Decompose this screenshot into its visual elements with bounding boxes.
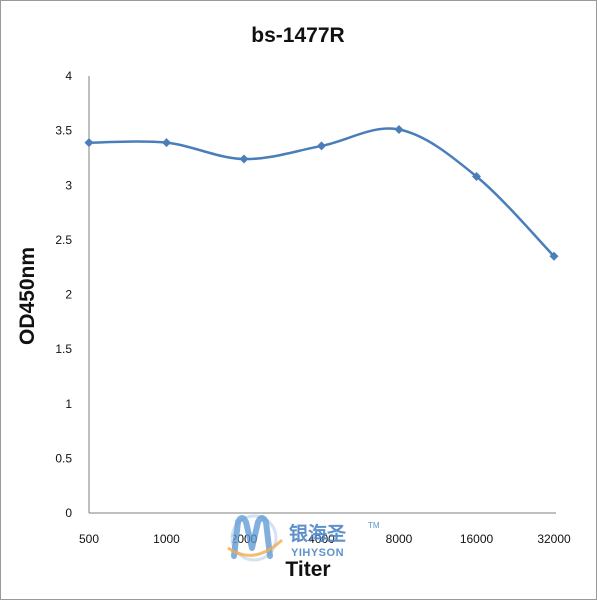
data-point-marker <box>84 138 94 148</box>
watermark-logo: 银海圣 TM YIHYSON <box>227 514 380 562</box>
data-point-marker <box>549 251 559 261</box>
series-markers <box>84 125 559 261</box>
data-point-marker <box>239 154 249 164</box>
y-tick-label: 2.5 <box>55 233 72 247</box>
data-point-marker <box>317 141 326 151</box>
y-tick-label: 1.5 <box>55 342 72 356</box>
y-tick-label: 4 <box>65 69 72 83</box>
x-axis-label: Titer <box>285 558 330 581</box>
data-point-marker <box>394 125 404 135</box>
x-tick-label: 4000 <box>308 532 335 546</box>
x-tick-label: 16000 <box>460 532 494 546</box>
watermark-chinese-text: 银海圣 <box>289 522 347 545</box>
chart-title: bs-1477R <box>251 24 344 47</box>
x-tick-label: 1000 <box>153 532 180 546</box>
data-point-marker <box>162 138 171 148</box>
y-axis-label: OD450nm <box>16 247 39 345</box>
data-point-marker <box>472 172 481 182</box>
x-tick-label: 8000 <box>386 532 413 546</box>
x-tick-label: 32000 <box>537 532 571 546</box>
y-tick-label: 1 <box>65 397 72 411</box>
y-tick-label: 2 <box>65 288 72 302</box>
y-tick-label: 0.5 <box>55 451 72 465</box>
x-axis-ticks: 500 1000 2000 4000 8000 16000 32000 <box>79 532 571 546</box>
yihyson-logo-icon <box>227 514 284 562</box>
y-axis-ticks: 0 0.5 1 1.5 2 2.5 3 3.5 4 <box>55 69 72 520</box>
y-tick-label: 3 <box>65 178 72 192</box>
watermark-english-text: YIHYSON <box>291 547 344 559</box>
watermark-trademark: TM <box>368 521 380 530</box>
x-tick-label: 500 <box>79 532 99 546</box>
y-tick-label: 0 <box>65 506 72 520</box>
y-tick-label: 3.5 <box>55 124 72 138</box>
